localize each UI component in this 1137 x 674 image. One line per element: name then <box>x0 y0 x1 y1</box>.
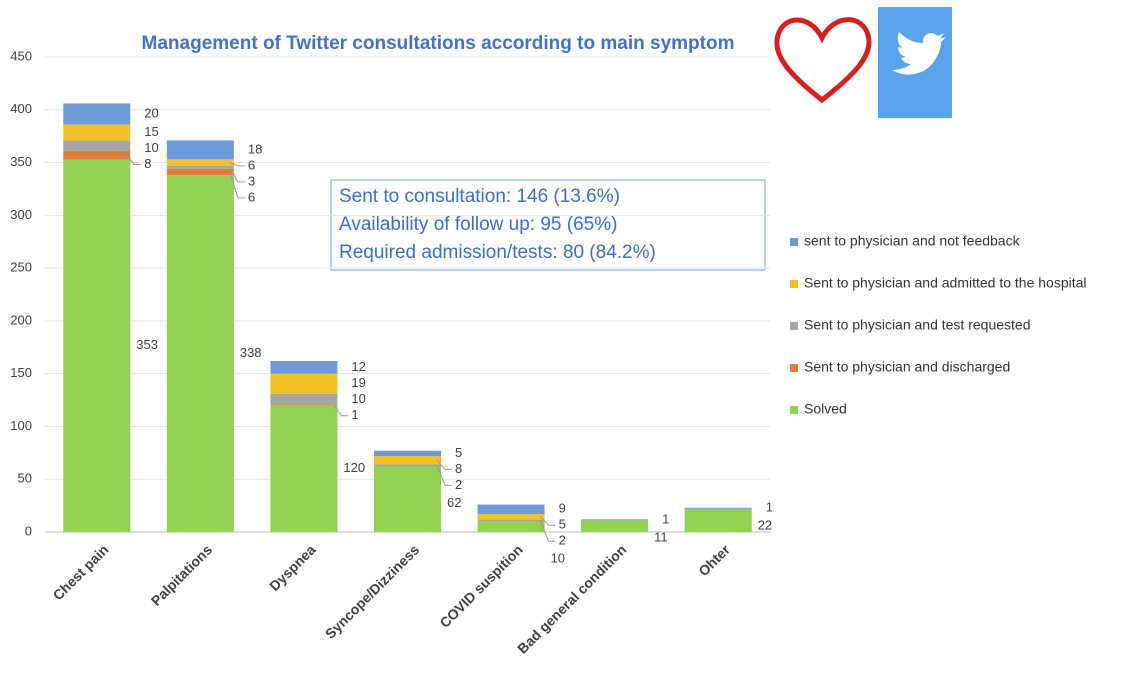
data-label: 15 <box>144 124 158 139</box>
x-tick-label: COVID suspition <box>436 541 525 630</box>
bar-segment <box>63 151 130 159</box>
legend-swatch <box>790 322 798 330</box>
legend-swatch <box>790 364 798 372</box>
y-tick-label: 450 <box>10 48 32 63</box>
data-label: 62 <box>447 495 461 510</box>
x-tick-label: Bad general condition <box>514 541 629 656</box>
data-label: 5 <box>455 445 462 460</box>
legend-label: Sent to physician and admitted to the ho… <box>804 275 1087 291</box>
data-label: 22 <box>758 518 772 533</box>
y-tick-label: 0 <box>25 523 32 538</box>
legend-label: Solved <box>804 401 847 417</box>
y-tick-label: 100 <box>10 418 32 433</box>
bar-segment <box>167 169 234 175</box>
bar-segment <box>167 166 234 169</box>
bar-segment <box>167 140 234 159</box>
bar-segment <box>478 514 545 519</box>
data-label: 2 <box>559 533 566 548</box>
legend-swatch <box>790 406 798 414</box>
data-label: 5 <box>559 517 566 532</box>
bar-segment <box>581 519 648 520</box>
x-tick-label: Chest pain <box>50 541 112 603</box>
bar-segment <box>581 520 648 532</box>
x-tick-label: Dyspnea <box>266 541 319 594</box>
data-label: 19 <box>351 375 365 390</box>
data-label: 1 <box>662 511 669 526</box>
legend-label: Sent to physician and test requested <box>804 317 1030 333</box>
bar-segment <box>374 467 441 532</box>
data-label: 338 <box>240 345 262 360</box>
data-label: 6 <box>248 189 255 204</box>
legend-label: sent to physician and not feedback <box>804 233 1021 249</box>
data-label: 120 <box>343 460 365 475</box>
annotation: Availability of follow up: 95 (65%) <box>339 214 617 235</box>
data-label: 10 <box>551 551 565 566</box>
bar-segment <box>478 505 545 515</box>
bar-segment <box>374 451 441 456</box>
data-label: 8 <box>455 461 462 476</box>
bar-segment <box>167 159 234 165</box>
x-tick-label: Palpitations <box>148 541 216 609</box>
data-label: 1 <box>766 500 773 515</box>
chart-title: Management of Twitter consultations acco… <box>142 33 735 54</box>
y-tick-label: 350 <box>10 154 32 169</box>
bar-segment <box>374 464 441 466</box>
data-label: 1 <box>351 407 358 422</box>
bar-segment <box>167 175 234 532</box>
legend-swatch <box>790 238 798 246</box>
bar-segment <box>478 521 545 532</box>
y-tick-label: 400 <box>10 101 32 116</box>
data-label: 9 <box>559 501 566 516</box>
bar-segment <box>478 519 545 521</box>
x-tick-label: Ohter <box>695 541 733 579</box>
y-tick-label: 300 <box>10 207 32 222</box>
data-label: 10 <box>144 140 158 155</box>
bar-segment <box>270 374 337 394</box>
data-label: 18 <box>248 141 262 156</box>
data-label: 20 <box>144 105 158 120</box>
data-label: 10 <box>351 391 365 406</box>
bar-segment <box>685 509 752 532</box>
bar-segment <box>685 508 752 509</box>
data-label: 2 <box>455 477 462 492</box>
bar-segment <box>270 394 337 405</box>
chart: Management of Twitter consultations acco… <box>0 0 1137 669</box>
data-label: 8 <box>144 156 151 171</box>
data-label: 11 <box>654 529 668 544</box>
data-label: 12 <box>351 359 365 374</box>
annotation: Required admission/tests: 80 (84.2%) <box>339 242 656 263</box>
legend-label: Sent to physician and discharged <box>804 359 1010 375</box>
bar-segment <box>63 125 130 141</box>
bar-segment <box>270 405 337 532</box>
bar-segment <box>63 103 130 124</box>
bar-segment <box>270 404 337 405</box>
y-tick-label: 200 <box>10 312 32 327</box>
x-tick-label: Syncope/Dizziness <box>322 541 423 642</box>
twitter-icon <box>878 7 952 118</box>
bar-segment <box>374 456 441 464</box>
data-label: 6 <box>248 157 255 172</box>
y-tick-label: 50 <box>18 471 32 486</box>
data-label: 353 <box>136 337 158 352</box>
legend-swatch <box>790 280 798 288</box>
annotation: Sent to consultation: 146 (13.6%) <box>339 186 620 207</box>
y-tick-label: 150 <box>10 365 32 380</box>
data-label: 3 <box>248 173 255 188</box>
bar-segment <box>63 140 130 151</box>
y-tick-label: 250 <box>10 260 32 275</box>
bar-segment <box>63 159 130 532</box>
bar-segment <box>270 361 337 374</box>
heart-icon <box>777 20 869 100</box>
